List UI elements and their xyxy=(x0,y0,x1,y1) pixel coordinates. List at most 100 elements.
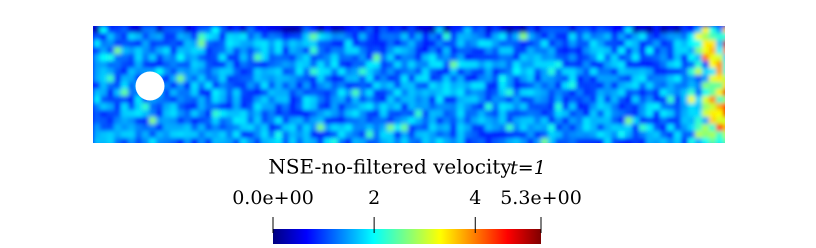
field-cell xyxy=(611,40,619,48)
field-cell xyxy=(135,68,143,76)
field-cell xyxy=(387,89,395,97)
field-cell xyxy=(205,131,213,139)
field-cell xyxy=(499,117,507,125)
field-cell xyxy=(569,131,577,139)
field-cell xyxy=(548,110,556,118)
field-cell xyxy=(338,54,346,62)
field-cell xyxy=(394,103,402,111)
field-cell xyxy=(457,110,465,118)
field-cell xyxy=(373,47,381,55)
field-cell xyxy=(338,138,346,143)
field-cell xyxy=(310,117,318,125)
field-cell xyxy=(317,110,325,118)
field-cell xyxy=(317,26,325,34)
field-cell xyxy=(660,138,668,143)
field-cell xyxy=(541,110,549,118)
field-cell xyxy=(513,117,521,125)
field-cell xyxy=(639,110,647,118)
field-cell xyxy=(485,110,493,118)
field-cell xyxy=(261,124,269,132)
field-cell xyxy=(702,124,710,132)
field-cell xyxy=(569,75,577,83)
field-cell xyxy=(527,110,535,118)
flow-field xyxy=(93,26,725,143)
field-cell xyxy=(163,54,171,62)
field-cell xyxy=(233,75,241,83)
field-cell xyxy=(534,33,542,41)
field-cell xyxy=(149,131,157,139)
field-cell xyxy=(681,54,689,62)
field-cell xyxy=(723,75,725,83)
time-label: t=1 xyxy=(510,157,546,179)
field-cell xyxy=(464,110,472,118)
field-cell xyxy=(681,26,689,34)
field-cell xyxy=(618,54,626,62)
field-cell xyxy=(562,117,570,125)
field-cell xyxy=(352,33,360,41)
field-cell xyxy=(464,33,472,41)
field-cell xyxy=(436,82,444,90)
field-cell xyxy=(198,110,206,118)
field-cell xyxy=(303,75,311,83)
field-cell xyxy=(639,117,647,125)
field-cell xyxy=(604,47,612,55)
field-cell xyxy=(723,54,725,62)
field-cell xyxy=(674,54,682,62)
field-cell xyxy=(471,54,479,62)
field-cell xyxy=(422,82,430,90)
field-cell xyxy=(569,40,577,48)
field-cell xyxy=(716,82,724,90)
field-cell xyxy=(471,47,479,55)
field-cell xyxy=(576,131,584,139)
field-cell xyxy=(555,33,563,41)
field-cell xyxy=(562,61,570,69)
field-cell xyxy=(688,110,696,118)
field-cell xyxy=(667,96,675,104)
field-cell xyxy=(387,124,395,132)
field-cell xyxy=(639,68,647,76)
field-cell xyxy=(282,103,290,111)
field-cell xyxy=(604,82,612,90)
field-cell xyxy=(646,33,654,41)
field-cell xyxy=(198,26,206,34)
field-cell xyxy=(716,110,724,118)
field-cell xyxy=(723,96,725,104)
field-cell xyxy=(233,138,241,143)
field-cell xyxy=(184,82,192,90)
field-cell xyxy=(485,68,493,76)
field-cell xyxy=(457,117,465,125)
field-cell xyxy=(170,131,178,139)
field-cell xyxy=(324,103,332,111)
field-cell xyxy=(443,26,451,34)
field-cell xyxy=(583,89,591,97)
field-cell xyxy=(233,54,241,62)
field-cell xyxy=(422,131,430,139)
field-cell xyxy=(443,68,451,76)
field-cell xyxy=(387,26,395,34)
field-cell xyxy=(457,124,465,132)
field-cell xyxy=(170,82,178,90)
field-cell xyxy=(471,26,479,34)
field-cell xyxy=(303,82,311,90)
field-cell xyxy=(716,68,724,76)
field-cell xyxy=(107,26,115,34)
field-cell xyxy=(128,138,136,143)
field-cell xyxy=(415,26,423,34)
field-cell xyxy=(618,103,626,111)
field-cell xyxy=(653,54,661,62)
field-cell xyxy=(429,89,437,97)
field-cell xyxy=(324,75,332,83)
field-cell xyxy=(163,138,171,143)
field-cell xyxy=(107,40,115,48)
field-cell xyxy=(345,68,353,76)
field-cell xyxy=(156,110,164,118)
field-cell xyxy=(317,131,325,139)
field-cell xyxy=(219,47,227,55)
field-cell xyxy=(408,82,416,90)
field-cell xyxy=(373,110,381,118)
field-cell xyxy=(373,68,381,76)
field-cell xyxy=(324,117,332,125)
field-cell xyxy=(429,96,437,104)
field-cell xyxy=(128,117,136,125)
field-cell xyxy=(646,40,654,48)
